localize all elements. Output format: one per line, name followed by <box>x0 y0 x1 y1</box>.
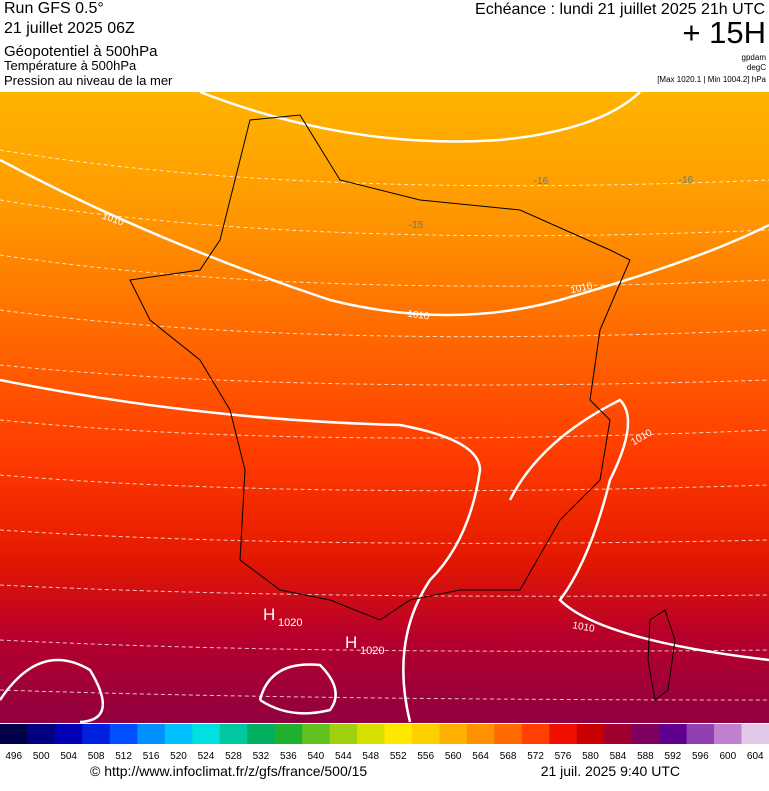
color-swatch <box>714 724 743 744</box>
color-swatch <box>302 724 331 744</box>
high-value: 1020 <box>278 617 302 629</box>
high-letter: H <box>263 605 275 624</box>
lead-time: + 15H <box>682 15 766 50</box>
color-swatch <box>357 724 385 744</box>
corsica-outline <box>647 609 676 701</box>
legend-label: 580 <box>582 751 599 762</box>
legend-label: 548 <box>362 751 379 762</box>
color-swatch <box>192 724 221 744</box>
echeance: Echéance : lundi 21 juillet 2025 21h UTC <box>475 1 765 18</box>
unit-label: gpdam <box>742 53 767 62</box>
field-label: Pression au niveau de la mer <box>4 73 173 88</box>
color-swatch <box>54 724 83 744</box>
legend-label: 524 <box>198 751 215 762</box>
legend-label: 552 <box>390 751 407 762</box>
legend-label: 520 <box>170 751 187 762</box>
color-swatch <box>576 724 605 744</box>
high-letter: H <box>345 633 357 652</box>
legend-label: 592 <box>665 751 682 762</box>
legend-label: 544 <box>335 751 352 762</box>
color-swatch <box>631 724 660 744</box>
run-date: 21 juillet 2025 06Z <box>4 20 135 37</box>
temperature-label: -16 <box>534 176 549 187</box>
isobar-label: 1010 <box>407 309 431 323</box>
legend-label: 556 <box>417 751 434 762</box>
color-swatch <box>247 724 276 744</box>
color-swatch <box>384 724 413 744</box>
legend-label: 596 <box>692 751 709 762</box>
isobar-label: 1010 <box>572 620 596 635</box>
colorbar: 496 500 504 508 512 516 520 524 528 532 536 540 544 5… <box>0 724 769 762</box>
color-swatch <box>109 724 138 744</box>
color-swatch <box>27 724 56 744</box>
color-swatch <box>82 724 111 744</box>
temperature-label: -16 <box>679 175 694 186</box>
temperature-label: -15 <box>409 220 424 231</box>
color-swatch <box>164 724 193 744</box>
color-swatch <box>659 724 688 744</box>
legend-label: 528 <box>225 751 242 762</box>
color-swatch <box>604 724 633 744</box>
legend-label: 584 <box>610 751 627 762</box>
isobars <box>0 92 769 723</box>
color-swatch <box>439 724 468 744</box>
legend-label: 588 <box>637 751 654 762</box>
color-swatch <box>411 724 440 744</box>
legend-label: 576 <box>555 751 572 762</box>
temperature-field <box>0 92 769 723</box>
color-swatch <box>274 724 303 744</box>
color-swatch <box>686 724 715 744</box>
legend-label: 500 <box>33 751 50 762</box>
timestamp: 21 juil. 2025 9:40 UTC <box>541 763 680 779</box>
legend-label: 572 <box>527 751 544 762</box>
color-swatch <box>741 724 769 744</box>
legend-label: 536 <box>280 751 297 762</box>
source: © http://www.infoclimat.fr/z/gfs/france/… <box>90 763 367 779</box>
legend-label: 564 <box>472 751 489 762</box>
field-label: Géopotentiel à 500hPa <box>4 43 158 60</box>
legend-label: 540 <box>307 751 324 762</box>
legend-label: 600 <box>719 751 736 762</box>
legend-label: 532 <box>253 751 270 762</box>
color-swatch <box>329 724 358 744</box>
legend-label: 496 <box>5 751 22 762</box>
color-swatch <box>466 724 495 744</box>
color-swatch <box>219 724 248 744</box>
legend-label: 516 <box>143 751 160 762</box>
color-swatch <box>494 724 523 744</box>
color-swatch <box>0 724 28 744</box>
legend-label: 508 <box>88 751 105 762</box>
run-label: Run GFS 0.5° <box>4 0 104 17</box>
high-value: 1020 <box>360 645 384 657</box>
legend-label: 504 <box>60 751 77 762</box>
legend-label: 512 <box>115 751 132 762</box>
color-swatch <box>137 724 166 744</box>
field-label: Température à 500hPa <box>4 58 137 73</box>
unit-label: degC <box>747 63 766 72</box>
legend-label: 568 <box>500 751 517 762</box>
color-swatch <box>549 724 578 744</box>
france-outline <box>129 114 631 621</box>
isobar-label: 1010 <box>569 281 593 296</box>
height-contours <box>0 149 769 701</box>
legend-label: 604 <box>747 751 764 762</box>
legend-label: 560 <box>445 751 462 762</box>
color-swatch <box>521 724 550 744</box>
pressure-range: [Max 1020.1 | Min 1004.2] hPa <box>657 75 766 84</box>
